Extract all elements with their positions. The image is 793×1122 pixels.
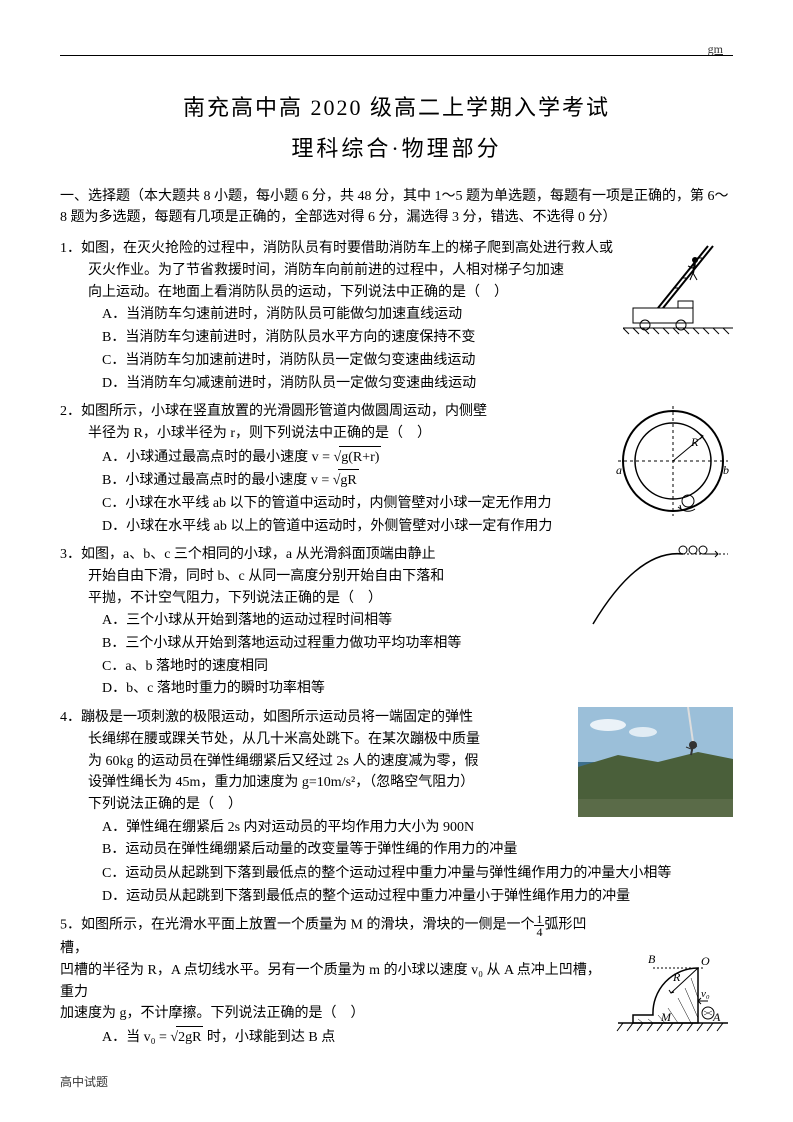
q5-stem-line2: 凹槽的半径为 R，A 点切线水平。另有一个质量为 m 的小球以速度 v₀ 从 A…	[60, 960, 605, 1003]
q2-option-b: B．小球通过最高点时的最小速度 v = √gR	[60, 469, 605, 492]
q1-stem-line3: 向上运动。在地面上看消防队员的运动，下列说法中正确的是（ ）	[60, 282, 615, 304]
question-3: a b c 3．如图，a、b、c 三个相同的小球，a 从光滑斜面顶端由静止 开始…	[60, 544, 733, 701]
figure-q1-firetruck	[623, 238, 733, 338]
question-1: 1．如图，在灭火抢险的过程中，消防队员有时要借助消防车上的梯子爬到高处进行救人或…	[60, 238, 733, 395]
svg-text:c: c	[700, 544, 705, 547]
q2-stem-line2: 半径为 R，小球半径为 r，则下列说法中正确的是（ ）	[60, 423, 605, 445]
page-footer: 高中试题	[60, 1073, 108, 1092]
q4-stem-line4: 设弹性绳长为 45m，重力加速度为 g=10m/s²，（忽略空气阻力）	[60, 772, 570, 794]
exam-title-line1: 南充高中高 2020 级高二上学期入学考试	[60, 90, 733, 125]
q3-option-d: D．b、c 落地时重力的瞬时功率相等	[60, 678, 575, 700]
q4-option-b: B．运动员在弹性绳绷紧后动量的改变量等于弹性绳的作用力的冲量	[60, 839, 570, 861]
figure-q4-bungee-photo	[578, 707, 733, 817]
q3-option-a: A．三个小球从开始到落地的运动过程时间相等	[60, 610, 575, 632]
q3-stem-line2: 开始自由下滑，同时 b、c 从同一高度分别开始自由下落和	[60, 566, 575, 588]
q1-stem-line1: 1．如图，在灭火抢险的过程中，消防队员有时要借助消防车上的梯子爬到高处进行救人或	[60, 238, 615, 260]
svg-text:a: a	[679, 544, 684, 547]
q5-stem-line3: 加速度为 g，不计摩擦。下列说法正确的是（ ）	[60, 1003, 605, 1025]
q2-stem-line1: 2．如图所示，小球在竖直放置的光滑圆形管道内做圆周运动，内侧壁	[60, 401, 605, 423]
q4-stem-line3: 为 60kg 的运动员在弹性绳绷紧后又经过 2s 人的速度减为零，假	[60, 751, 570, 773]
svg-text:b: b	[689, 544, 694, 547]
svg-text:b: b	[723, 463, 729, 477]
svg-text:v₀: v₀	[701, 988, 710, 1000]
q3-stem-line3: 平抛，不计空气阻力，下列说法正确的是（ ）	[60, 588, 575, 610]
q5-stem-line1: 5．如图所示，在光滑水平面上放置一个质量为 M 的滑块，滑块的一侧是一个14弧形…	[60, 913, 605, 960]
q5-option-a: A．当 v₀ = √2gR 时，小球能到达 B 点	[60, 1026, 605, 1049]
figure-q3-incline: a b c	[583, 544, 733, 634]
svg-text:B: B	[648, 952, 656, 966]
svg-text:a: a	[616, 463, 622, 477]
svg-text:A: A	[712, 1010, 721, 1024]
header-divider	[60, 55, 733, 56]
question-4: 4．蹦极是一项刺激的极限运动，如图所示运动员将一端固定的弹性 长绳绑在腰或踝关节…	[60, 707, 733, 907]
q1-option-a: A．当消防车匀速前进时，消防队员可能做匀加速直线运动	[60, 304, 615, 326]
section-instructions: 一、选择题（本大题共 8 小题，每小题 6 分，共 48 分，其中 1～5 题为…	[60, 186, 733, 228]
q2-option-a: A．小球通过最高点时的最小速度 v = √g(R+r)	[60, 446, 605, 469]
svg-text:R: R	[690, 435, 699, 449]
header-mark: gm	[708, 40, 723, 59]
q1-option-d: D．当消防车匀减速前进时，消防队员一定做匀变速曲线运动	[60, 373, 615, 395]
q4-stem-line2: 长绳绑在腰或踝关节处，从几十米高处跳下。在某次蹦极中质量	[60, 729, 570, 751]
q3-option-b: B．三个小球从开始到落地运动过程重力做功平均功率相等	[60, 633, 575, 655]
question-5: B O R v₀ A M 5．如图所示，在光滑水平面上放置一个质量为 M 的滑块…	[60, 913, 733, 1049]
q4-option-d: D．运动员从起跳到下落到最低点的整个运动过程中重力冲量小于弹性绳作用力的冲量	[60, 886, 733, 908]
q2-option-d: D．小球在水平线 ab 以上的管道中运动时，外侧管壁对小球一定有作用力	[60, 516, 605, 538]
figure-q2-ring: R a b	[613, 401, 733, 521]
q1-option-b: B．当消防车匀速前进时，消防队员水平方向的速度保持不变	[60, 327, 615, 349]
q4-stem-line1: 4．蹦极是一项刺激的极限运动，如图所示运动员将一端固定的弹性	[60, 707, 570, 729]
svg-text:R: R	[672, 970, 681, 984]
q4-option-c: C．运动员从起跳到下落到最低点的整个运动过程中重力冲量与弹性绳作用力的冲量大小相…	[60, 863, 733, 885]
q4-option-a: A．弹性绳在绷紧后 2s 内对运动员的平均作用力大小为 900N	[60, 817, 570, 839]
figure-q5-block: B O R v₀ A M	[613, 943, 733, 1038]
exam-title-line2: 理科综合·物理部分	[60, 131, 733, 166]
question-2: R a b 2．如图所示，小球在竖直放置的光滑圆形管道内做圆周运动，内侧壁 半径…	[60, 401, 733, 538]
q1-option-c: C．当消防车匀加速前进时，消防队员一定做匀变速曲线运动	[60, 350, 615, 372]
q3-stem-line1: 3．如图，a、b、c 三个相同的小球，a 从光滑斜面顶端由静止	[60, 544, 575, 566]
svg-text:M: M	[660, 1010, 672, 1024]
svg-text:O: O	[701, 954, 710, 968]
q4-stem-line5: 下列说法正确的是（ ）	[60, 794, 570, 816]
q3-option-c: C．a、b 落地时的速度相同	[60, 656, 575, 678]
q2-option-c: C．小球在水平线 ab 以下的管道中运动时，内侧管壁对小球一定无作用力	[60, 493, 605, 515]
q1-stem-line2: 灭火作业。为了节省救援时间，消防车向前前进的过程中，人相对梯子匀加速	[60, 260, 615, 282]
